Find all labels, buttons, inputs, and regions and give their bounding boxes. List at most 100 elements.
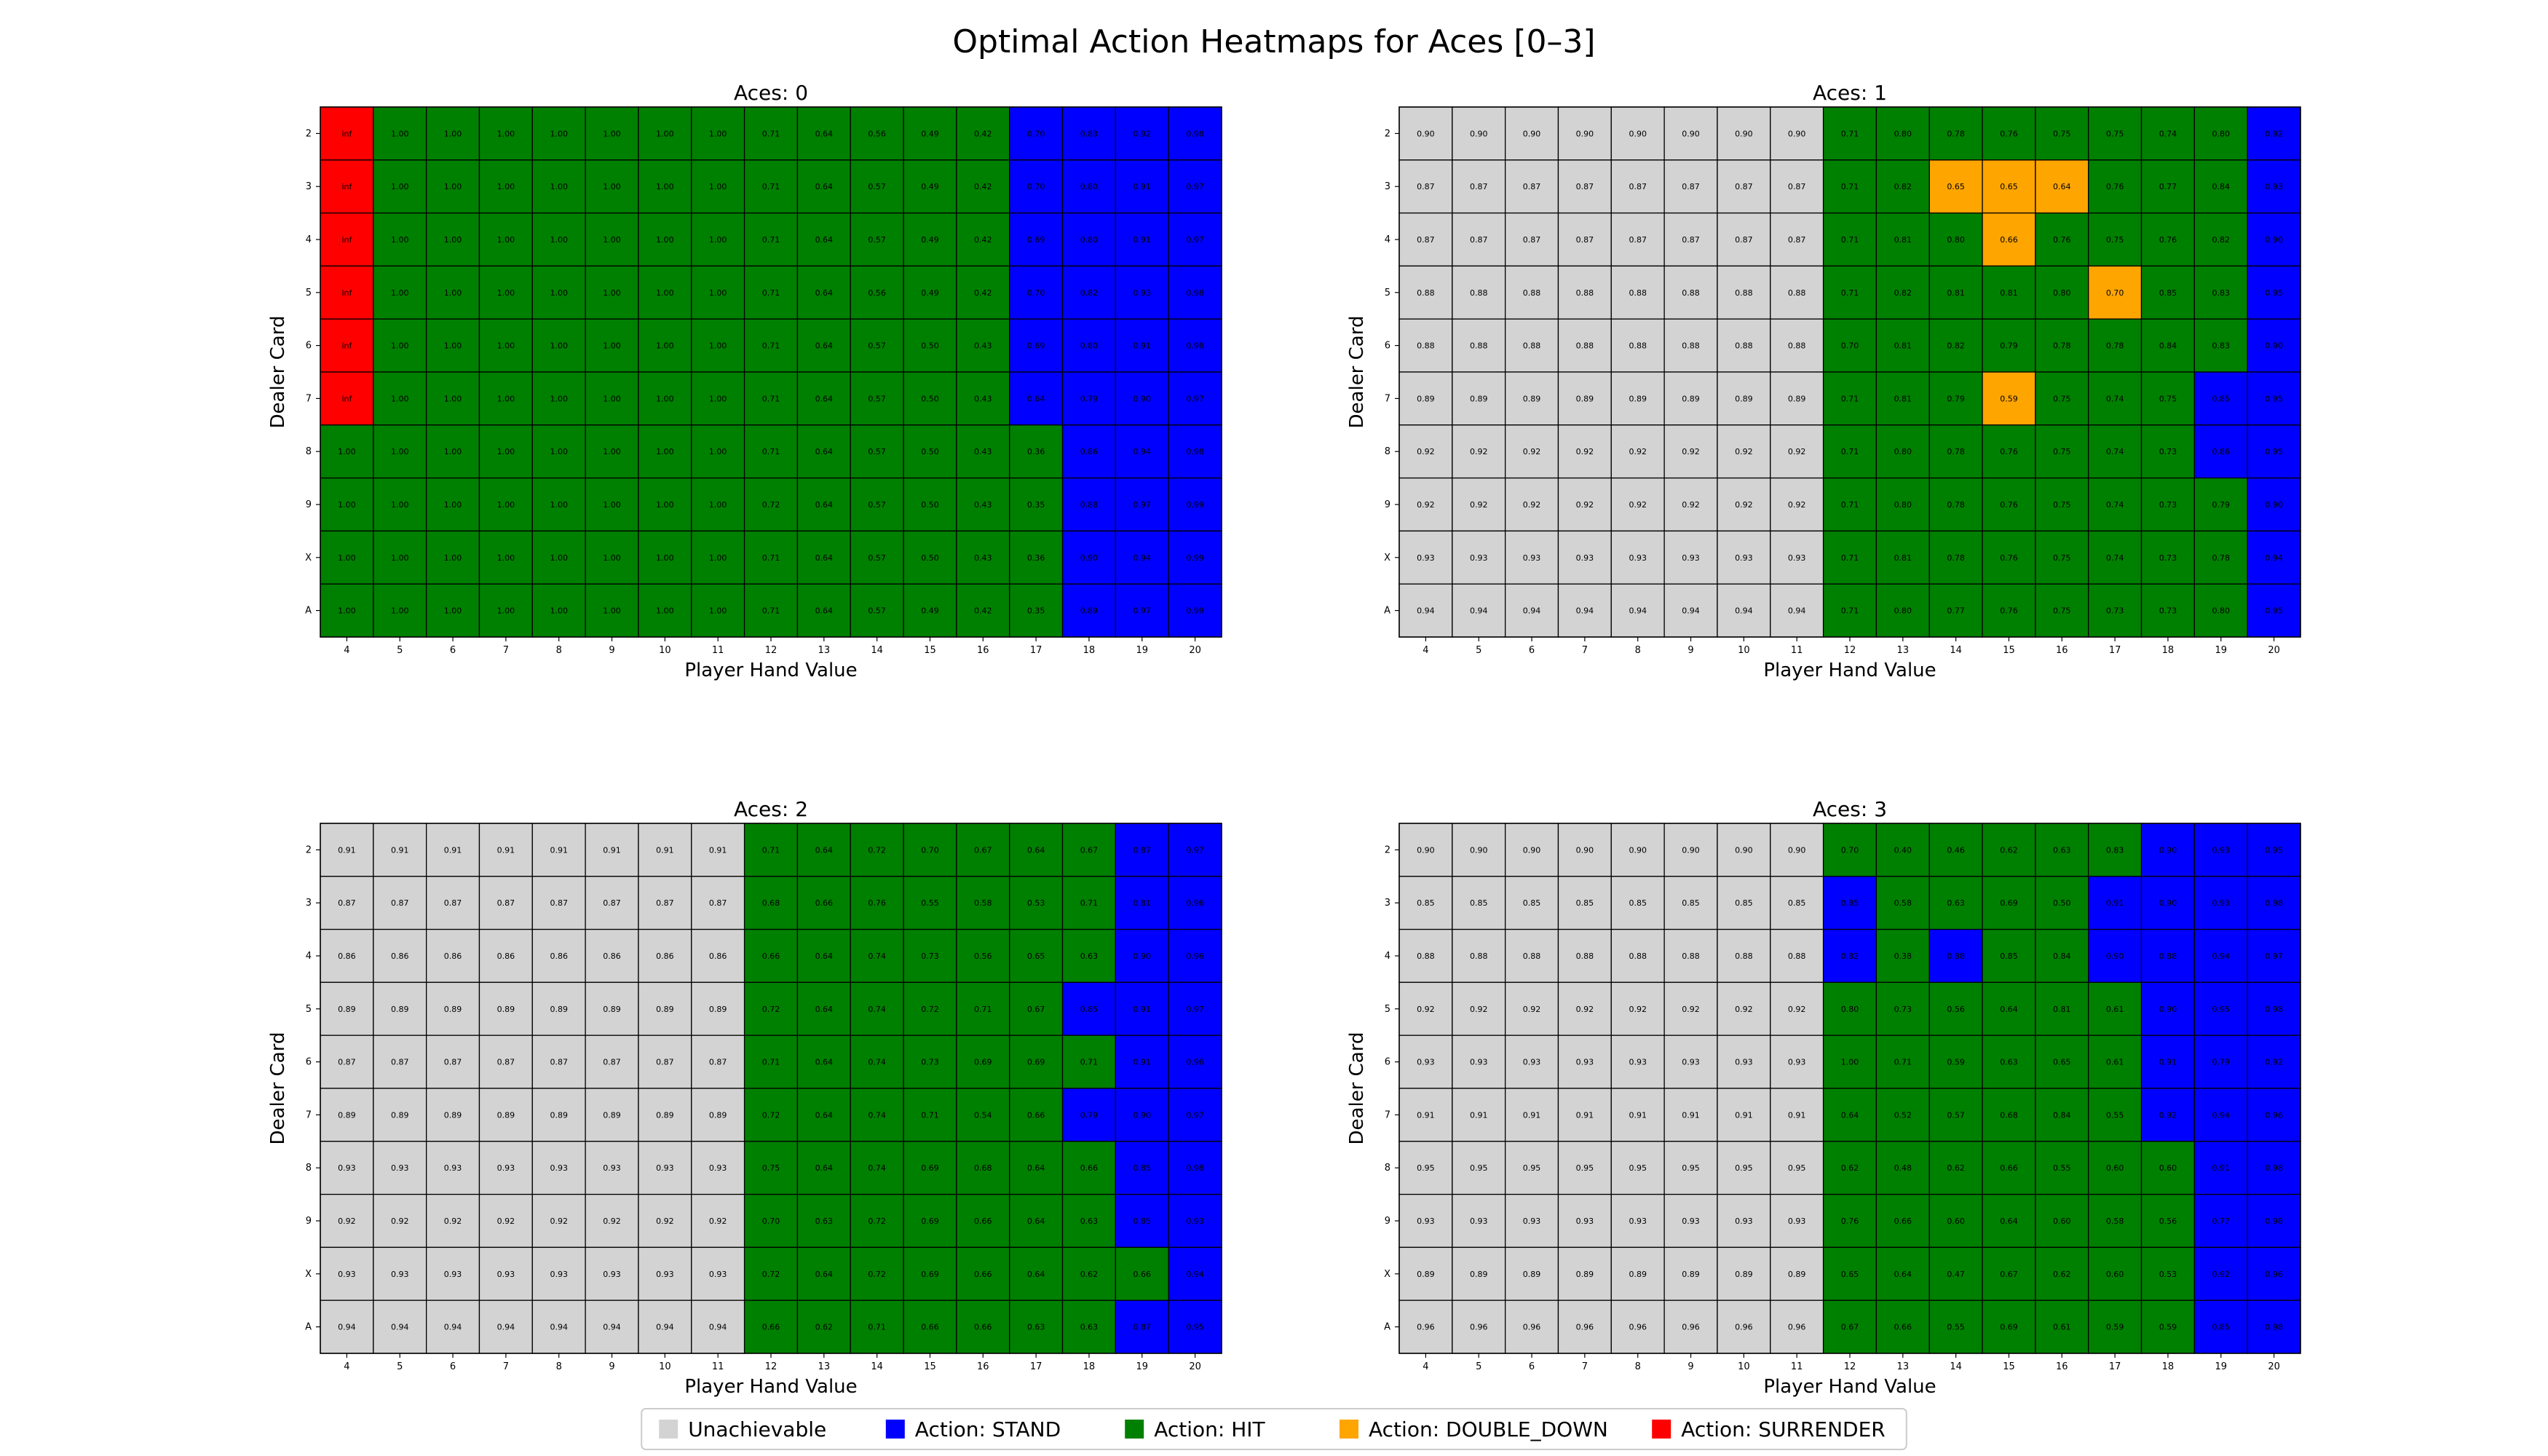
heatmap-cell bbox=[2193, 928, 2248, 984]
cell-value-label: 0.89 bbox=[709, 1005, 727, 1014]
cell-value-label: 0.89 bbox=[656, 1110, 674, 1120]
cell-value-label: 1.00 bbox=[391, 288, 409, 298]
cell-value-label: 1.00 bbox=[709, 447, 727, 456]
heatmap-cell bbox=[638, 981, 692, 1036]
heatmap-cell bbox=[796, 1034, 851, 1089]
cell-value-label: 0.87 bbox=[1682, 235, 1700, 245]
heatmap-cell bbox=[1009, 876, 1064, 930]
heatmap-cell bbox=[531, 1034, 586, 1089]
heatmap-cell bbox=[1452, 928, 1506, 984]
y-tick-label: 5 bbox=[1385, 288, 1390, 298]
heatmap-cell bbox=[2035, 1299, 2089, 1354]
cell-value-label: 0.87 bbox=[1133, 845, 1152, 855]
cell-value-label: 0.86 bbox=[391, 951, 409, 961]
heatmap-cell bbox=[585, 212, 639, 267]
heatmap-cell bbox=[1009, 1034, 1064, 1089]
heatmap-cell bbox=[2140, 823, 2196, 877]
cell-value-label: 0.71 bbox=[974, 1005, 992, 1014]
heatmap-cell bbox=[1928, 424, 1983, 479]
heatmap-cell bbox=[1875, 318, 1930, 373]
heatmap-cell bbox=[1398, 424, 1453, 479]
heatmap-cell bbox=[478, 212, 533, 267]
cell-value-label: 0.96 bbox=[1788, 1323, 1806, 1332]
cell-value-label: 0.67 bbox=[1841, 1323, 1859, 1332]
legend-swatch bbox=[1125, 1420, 1144, 1439]
cell-value-label: 0.90 bbox=[1523, 845, 1541, 855]
x-tick-label: 7 bbox=[503, 645, 509, 656]
heatmap-cell bbox=[1982, 212, 2036, 267]
heatmap-cell bbox=[2088, 583, 2143, 638]
heatmap-cell bbox=[1717, 371, 1771, 426]
cell-value-label: 1.00 bbox=[338, 606, 356, 616]
heatmap-cell bbox=[478, 424, 533, 479]
heatmap-cell bbox=[373, 424, 427, 479]
cell-value-label: 1.00 bbox=[444, 500, 462, 510]
heatmap-cell bbox=[1875, 477, 1930, 532]
cell-value-label: 0.94 bbox=[391, 1323, 409, 1332]
cell-value-label: 0.66 bbox=[1894, 1216, 1912, 1226]
heatmap-cell bbox=[796, 583, 851, 638]
cell-value-label: 0.95 bbox=[1788, 1163, 1806, 1173]
heatmap-cell bbox=[1982, 159, 2036, 214]
y-tick-label: 2 bbox=[306, 844, 312, 855]
heatmap-panel-2: Aces: 2 0.91 0.91 0.91 0.91 0.91 0.91 0.91 0.91 0… bbox=[267, 797, 1222, 1398]
heatmap-cell bbox=[1717, 1141, 1771, 1195]
cell-value-label: 0.68 bbox=[974, 1163, 992, 1173]
cell-value-label: 0.69 bbox=[1027, 235, 1045, 245]
cell-value-label: 0.73 bbox=[921, 951, 939, 961]
heatmap-cell bbox=[956, 424, 1010, 479]
y-tick-label: 3 bbox=[1385, 181, 1390, 192]
heatmap-cell bbox=[1504, 1141, 1559, 1195]
cell-value-label: 0.75 bbox=[2053, 394, 2071, 403]
x-tick-label: 9 bbox=[609, 1361, 614, 1372]
heatmap-cell bbox=[2193, 159, 2248, 214]
legend-item-double-down: Action: DOUBLE_DOWN bbox=[1340, 1417, 1608, 1441]
cell-value-label: 0.53 bbox=[2159, 1270, 2177, 1279]
cell-value-label: 0.82 bbox=[1841, 951, 1859, 961]
heatmap-cell bbox=[850, 371, 904, 426]
heatmap-cell bbox=[1875, 106, 1930, 161]
panel-frame bbox=[1398, 823, 2301, 1354]
cell-value-label: 0.92 bbox=[1576, 500, 1594, 510]
cell-value-label: 0.89 bbox=[1470, 1270, 1488, 1279]
heatmap-cell bbox=[373, 876, 427, 930]
heatmap-cell bbox=[2088, 1034, 2143, 1089]
cell-value-label: 0.89 bbox=[656, 1005, 674, 1014]
legend-label: Action: DOUBLE_DOWN bbox=[1369, 1417, 1608, 1441]
heatmap-cell bbox=[1663, 876, 1718, 930]
cell-value-label: 1.00 bbox=[444, 341, 462, 351]
heatmap-cell bbox=[1610, 212, 1665, 267]
x-tick-label: 13 bbox=[1897, 645, 1910, 656]
y-tick-label: 4 bbox=[306, 234, 312, 245]
cell-value-label: 1.00 bbox=[391, 553, 409, 563]
cell-value-label: 0.88 bbox=[1629, 951, 1647, 961]
heatmap-cell bbox=[373, 1088, 427, 1142]
heatmap-cell bbox=[373, 1193, 427, 1249]
heatmap-cell bbox=[1557, 1299, 1612, 1354]
cell-value-label: 0.65 bbox=[2053, 1058, 2071, 1067]
cell-value-label: 0.42 bbox=[974, 235, 992, 245]
x-tick-label: 10 bbox=[1738, 1361, 1750, 1372]
cell-value-label: 0.71 bbox=[1841, 235, 1859, 245]
heatmap-cell bbox=[743, 1193, 799, 1249]
cell-value-label: 0.43 bbox=[974, 447, 992, 456]
cell-value-label: 0.89 bbox=[497, 1005, 515, 1014]
heatmap-cell bbox=[2193, 1193, 2248, 1249]
heatmap-cell bbox=[1928, 1299, 1983, 1354]
x-tick-label: 7 bbox=[1582, 1361, 1588, 1372]
cell-value-label: 0.74 bbox=[2106, 500, 2124, 510]
x-tick-label: 10 bbox=[1738, 645, 1750, 656]
y-tick-label: 8 bbox=[306, 446, 312, 457]
cell-value-label: 0.88 bbox=[1629, 341, 1647, 351]
cell-value-label: 0.71 bbox=[1841, 500, 1859, 510]
cell-value-label: 0.49 bbox=[921, 288, 939, 298]
x-tick-label: 6 bbox=[1529, 645, 1535, 656]
legend-swatch bbox=[659, 1420, 678, 1439]
y-tick-label: 7 bbox=[306, 393, 312, 404]
cell-value-label: 0.66 bbox=[1080, 1163, 1099, 1173]
heatmap-cell bbox=[1115, 1141, 1169, 1195]
cell-value-label: 0.65 bbox=[2000, 182, 2018, 191]
heatmap-cell bbox=[956, 823, 1010, 877]
cell-value-label: 0.88 bbox=[1417, 288, 1435, 298]
cell-value-label: 0.81 bbox=[1894, 235, 1912, 245]
